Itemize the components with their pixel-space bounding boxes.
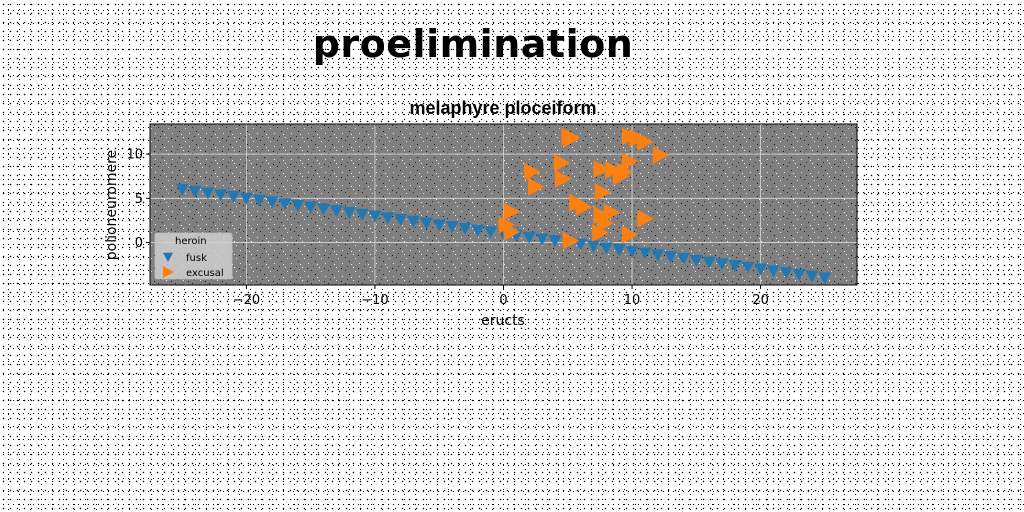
- data-point-excusal: [527, 177, 545, 196]
- data-point-fusk: [535, 233, 549, 246]
- data-point-fusk: [792, 268, 806, 281]
- data-point-fusk: [329, 205, 343, 218]
- legend-marker-fusk: [163, 252, 173, 262]
- data-point-excusal: [562, 231, 580, 250]
- data-point-fusk: [715, 258, 729, 271]
- x-tick-label: 20: [752, 293, 769, 308]
- data-point-fusk: [638, 247, 652, 260]
- data-point-fusk: [548, 235, 562, 248]
- data-point-fusk: [702, 256, 716, 269]
- data-point-fusk: [175, 183, 189, 196]
- data-point-excusal: [621, 152, 639, 171]
- data-point-excusal: [603, 203, 621, 222]
- data-point-fusk: [651, 249, 665, 262]
- legend-title: heroin: [175, 236, 207, 247]
- x-axis-label: eructs: [481, 313, 525, 329]
- chart-title: melaphyre ploceiform: [409, 98, 596, 118]
- y-tick-label: 10: [126, 148, 143, 163]
- legend-marker-excusal: [162, 266, 174, 278]
- data-point-excusal: [612, 167, 630, 186]
- data-point-fusk: [239, 192, 253, 205]
- legend-frame: [154, 232, 233, 280]
- data-point-fusk: [779, 267, 793, 280]
- y-tick-label: 5: [135, 192, 143, 207]
- plot-axes: −20 −10 0 10 20 0 5 10: [126, 123, 858, 308]
- data-point-excusal: [503, 222, 521, 241]
- data-point-fusk: [741, 261, 755, 274]
- data-point-fusk: [419, 217, 433, 230]
- data-point-fusk: [394, 214, 408, 227]
- data-point-excusal: [554, 169, 572, 188]
- data-point-fusk: [818, 272, 832, 285]
- data-point-fusk: [754, 263, 768, 276]
- legend-label-excusal: excusal: [186, 268, 224, 279]
- data-point-fusk: [484, 226, 498, 239]
- data-point-fusk: [304, 201, 318, 214]
- x-tick-label: −10: [361, 293, 388, 308]
- legend: heroin fusk excusal: [154, 232, 233, 280]
- data-point-excusal: [592, 223, 609, 242]
- data-point-fusk: [407, 215, 421, 228]
- data-point-excusal: [553, 153, 571, 172]
- data-point-excusal: [575, 198, 593, 217]
- data-point-fusk: [317, 203, 331, 216]
- data-point-fusk: [445, 221, 459, 234]
- data-point-fusk: [599, 242, 613, 255]
- data-point-fusk: [214, 189, 228, 202]
- data-point-excusal: [594, 183, 612, 202]
- data-point-excusal: [637, 209, 654, 228]
- y-axis-label: polioneuromere: [104, 150, 120, 260]
- x-tick-label: 0: [499, 293, 507, 308]
- data-point-excusal: [593, 160, 611, 179]
- data-point-fusk: [458, 222, 472, 235]
- data-point-fusk: [265, 196, 279, 209]
- data-point-excusal: [621, 225, 639, 244]
- data-point-excusal: [524, 162, 541, 181]
- data-point-fusk: [586, 240, 600, 253]
- data-point-fusk: [676, 252, 690, 265]
- data-point-fusk: [201, 187, 215, 200]
- data-point-excusal: [563, 129, 581, 148]
- data-point-fusk: [188, 185, 202, 198]
- data-point-excusal: [503, 202, 521, 221]
- data-point-fusk: [252, 194, 266, 207]
- data-point-fusk: [471, 224, 485, 237]
- figure-suptitle: proelimination: [312, 22, 634, 66]
- data-point-fusk: [278, 198, 292, 211]
- data-point-fusk: [381, 212, 395, 225]
- series-excusal: [498, 127, 670, 250]
- data-point-fusk: [355, 208, 369, 221]
- y-tick-label: 0: [135, 236, 143, 251]
- data-point-fusk: [342, 206, 356, 219]
- data-point-fusk: [227, 191, 241, 204]
- data-point-fusk: [728, 260, 742, 273]
- x-tick-label: −20: [233, 293, 260, 308]
- data-point-excusal: [652, 145, 670, 164]
- data-point-excusal: [597, 214, 615, 233]
- x-tick-label: 10: [624, 293, 641, 308]
- data-point-fusk: [612, 244, 626, 257]
- data-point-fusk: [766, 265, 780, 278]
- legend-label-fusk: fusk: [186, 253, 207, 264]
- data-point-excusal: [637, 132, 654, 151]
- data-point-fusk: [432, 219, 446, 232]
- data-point-fusk: [664, 251, 678, 264]
- data-point-fusk: [522, 231, 536, 244]
- data-point-fusk: [291, 199, 305, 212]
- data-point-fusk: [625, 245, 639, 258]
- data-point-fusk: [368, 210, 382, 223]
- data-point-fusk: [689, 254, 703, 267]
- data-point-fusk: [805, 270, 819, 283]
